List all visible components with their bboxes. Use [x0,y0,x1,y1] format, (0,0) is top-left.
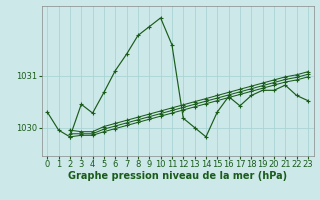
X-axis label: Graphe pression niveau de la mer (hPa): Graphe pression niveau de la mer (hPa) [68,171,287,181]
